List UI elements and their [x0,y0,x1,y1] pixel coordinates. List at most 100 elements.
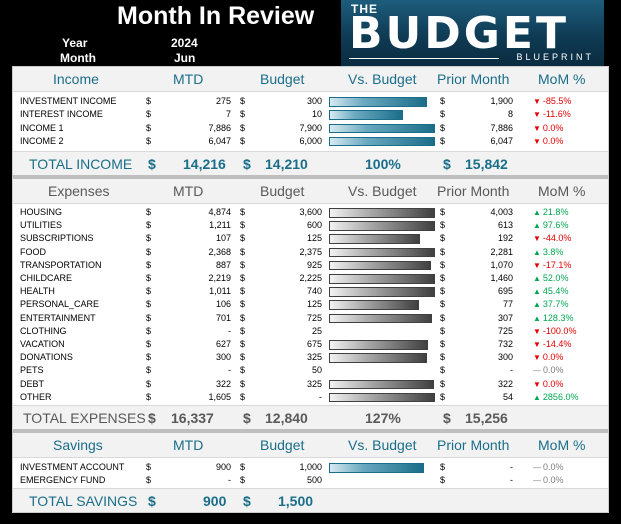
row-name: OTHER [20,391,52,402]
income-header: Income MTD Budget Vs. Budget Prior Month… [13,67,608,92]
row-budget: 500 [306,475,322,486]
row-prior-dollar: $ [440,391,446,402]
row-mtd: 627 [215,339,231,349]
row-mom-value: 21.8% [542,207,569,217]
row-mom: ▲ 2856.0% [533,391,593,404]
expenses-total-prior: 15,256 [465,410,508,426]
expenses-row: DEBT $322 $325 $322 ▼ 0.0% [13,378,608,391]
income-mtd-header: MTD [173,71,204,87]
row-mom: ▼ -17.1% [533,259,593,272]
row-prior-dollar: $ [440,312,446,323]
row-name: PERSONAL_CARE [20,299,100,310]
savings-total-row: TOTAL SAVINGS $ 900 $ 1,500 [13,488,608,512]
row-budget-dollar: $ [240,391,246,402]
row-mtd: 1,605 [208,391,231,402]
row-budget-dollar: $ [240,475,246,486]
logo-sub: BLUEPRINT [516,52,594,62]
income-total-budget: 14,210 [265,156,308,172]
row-name: PETS [20,365,44,376]
income-prior-header: Prior Month [437,71,510,87]
row-prior: 4,003 [490,207,513,217]
savings-mom-header: MoM % [538,437,586,453]
row-mtd: - [228,325,231,336]
logo-the: THE [351,2,378,16]
row-mtd: 2,368 [208,246,231,257]
row-mtd-dollar: $ [146,365,152,376]
row-budget-dollar: $ [240,246,246,257]
row-budget: 25 [311,325,322,336]
row-budget: 125 [306,299,322,310]
expenses-vs-header: Vs. Budget [348,183,417,199]
dash-icon: — [533,476,541,486]
expenses-total-row: TOTAL EXPENSES $ 16,337 $ 12,840 127% $ … [13,405,608,429]
row-mtd-dollar: $ [146,312,152,323]
vs-budget-bar [329,274,435,284]
expenses-total-budget: 12,840 [265,410,308,426]
logo-main: BUDGET [349,8,569,59]
review-panel: Income MTD Budget Vs. Budget Prior Month… [12,66,609,513]
row-mom: ▼ -14.4% [533,338,593,351]
row-mtd-dollar: $ [146,273,152,283]
row-mtd-dollar: $ [146,122,152,133]
row-mtd-dollar: $ [146,339,152,349]
expenses-row: HOUSING $4,874 $3,600 $4,003 ▲ 21.8% [13,206,608,219]
row-name: INTEREST INCOME [20,109,103,120]
row-name: UTILITIES [20,220,63,231]
row-budget-dollar: $ [240,233,246,244]
row-name: CHILDCARE [20,273,73,283]
row-mom: ▲ 37.7% [533,298,593,311]
row-budget: 2,225 [299,273,322,283]
row-prior-dollar: $ [440,259,446,270]
row-mtd-dollar: $ [146,475,152,486]
row-mom-value: -100.0% [542,325,577,336]
dash-icon: — [533,366,541,376]
vs-budget-bar [329,97,427,107]
income-total-prior: 15,842 [465,156,508,172]
row-mtd: 107 [215,233,231,244]
row-mom: ▼ 0.0% [533,135,593,148]
row-budget-dollar: $ [240,96,246,106]
row-mom-value: 0.0% [543,475,564,486]
row-mtd-dollar: $ [146,96,152,106]
arrow-up-icon: ▲ [533,300,541,310]
row-mtd: 2,219 [208,273,231,283]
row-mom: ▼ 0.0% [533,351,593,364]
arrow-down-icon: ▼ [533,260,541,270]
row-prior-dollar: $ [440,475,446,486]
row-budget: 1,000 [299,462,322,472]
row-mtd-dollar: $ [146,391,152,402]
row-mom-value: 37.7% [542,299,569,310]
income-title: Income [53,71,99,87]
row-budget: 7,900 [299,122,322,133]
row-budget-dollar: $ [240,259,246,270]
row-mtd: - [228,365,231,376]
section-divider [13,175,608,179]
row-prior-dollar: $ [440,339,446,349]
row-prior-dollar: $ [440,365,446,376]
arrow-up-icon: ▲ [533,247,541,257]
savings-section: Savings MTD Budget Vs. Budget Prior Mont… [13,433,608,513]
expenses-total-mtd: 16,337 [171,410,214,426]
row-mom-value: 0.0% [542,352,564,363]
row-prior: 732 [497,339,513,349]
expenses-row: SUBSCRIPTIONS $107 $125 $192 ▼ -44.0% [13,232,608,245]
row-mom-value: -11.6% [542,109,571,120]
expenses-row: PERSONAL_CARE $106 $125 $77 ▲ 37.7% [13,298,608,311]
row-mom-value: 128.3% [542,312,574,323]
arrow-down-icon: ▼ [533,326,541,336]
row-name: SUBSCRIPTIONS [20,233,94,244]
income-total-vs: 100% [365,156,401,172]
row-mtd-dollar: $ [146,299,152,310]
expenses-row: HEALTH $1,011 $740 $695 ▲ 45.4% [13,285,608,298]
savings-title: Savings [53,437,103,453]
row-mtd: 887 [215,259,231,270]
row-mom-value: 0.0% [542,122,564,133]
row-budget: 300 [306,96,322,106]
arrow-up-icon: ▲ [533,287,541,297]
expenses-row: UTILITIES $1,211 $600 $613 ▲ 97.6% [13,219,608,232]
row-mom-value: 52.0% [542,273,569,283]
row-budget: 6,000 [299,135,322,146]
budget-blueprint-logo: THE BUDGET BLUEPRINT [341,0,604,66]
expenses-section: Expenses MTD Budget Vs. Budget Prior Mon… [13,179,608,429]
row-mom: ▼ 0.0% [533,122,593,135]
